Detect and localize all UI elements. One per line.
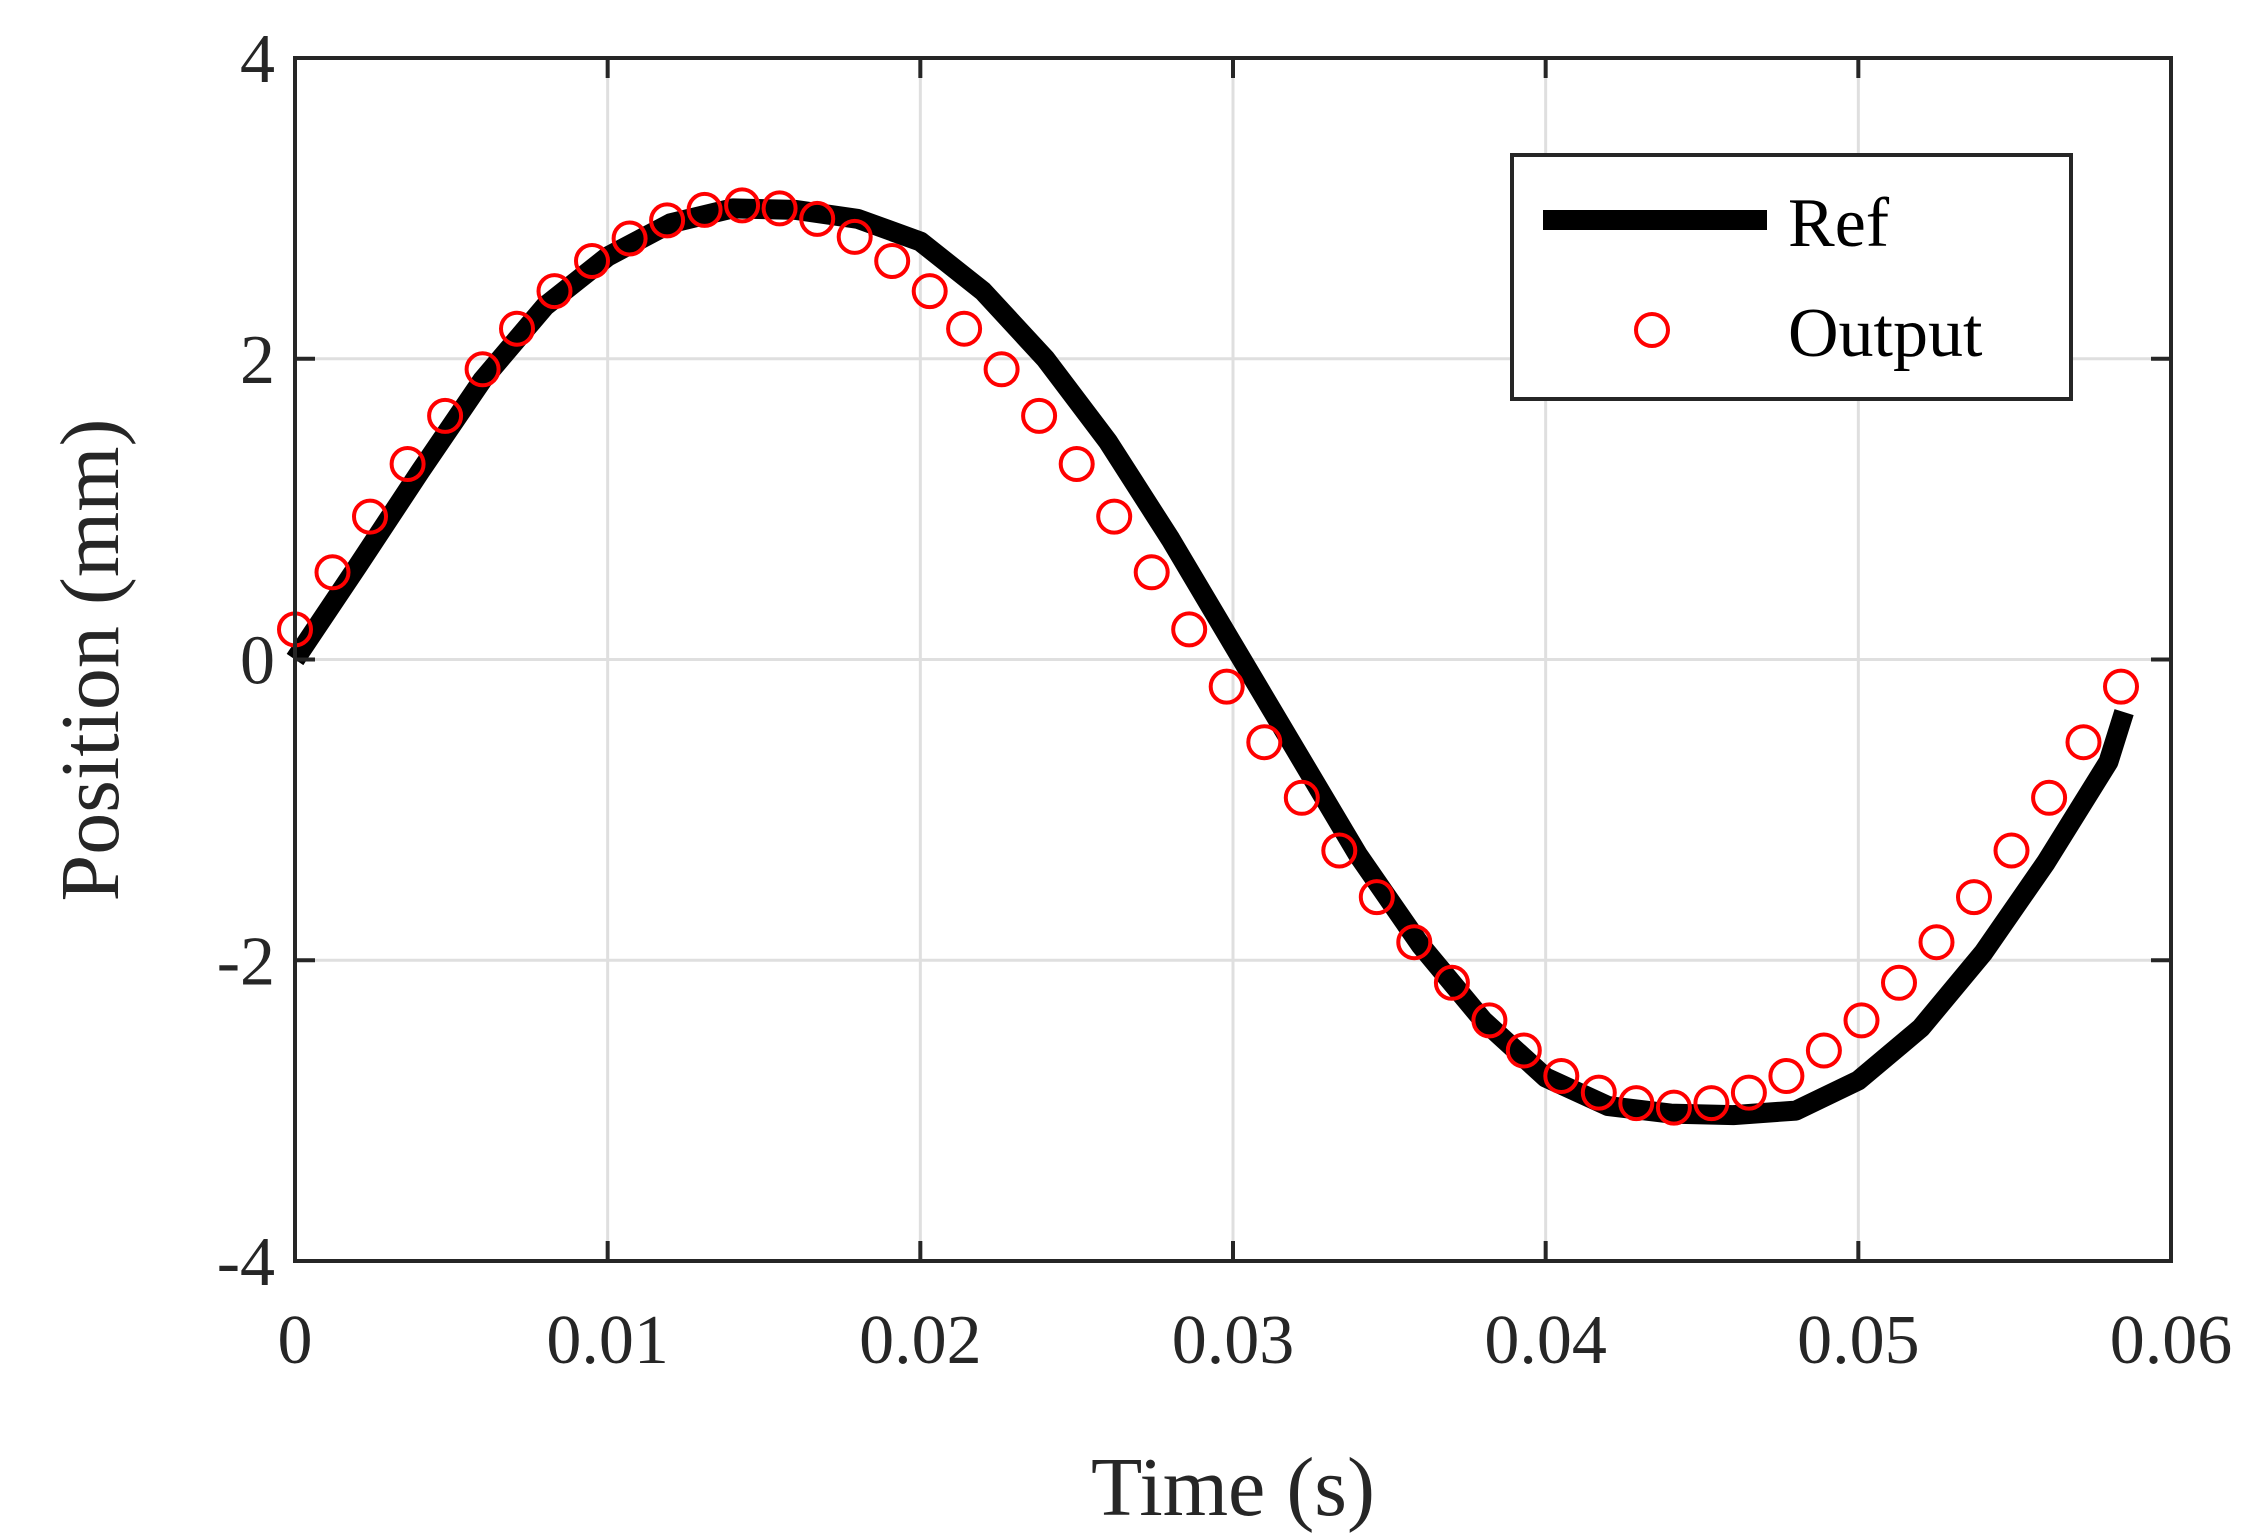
series-output-point [1843, 1002, 1880, 1039]
series-output-point [314, 554, 351, 591]
series-output-point [1993, 832, 2030, 869]
series-output-point [1956, 879, 1992, 916]
series-output-point [536, 273, 573, 310]
series-output-point [574, 243, 610, 279]
legend-output-swatch [1634, 312, 1670, 348]
series-output-point [686, 191, 723, 228]
legend-box [1510, 153, 2073, 401]
x-tick-label: 0.02 [859, 1302, 982, 1379]
series-output-point [1580, 1074, 1617, 1111]
series-output-point [1021, 397, 1058, 434]
legend-output-label: Output [1788, 295, 1983, 372]
series-output-point [1730, 1074, 1767, 1111]
x-tick-label: 0.06 [2110, 1302, 2233, 1379]
series-output-point [1693, 1085, 1730, 1122]
series-output-point [611, 220, 648, 257]
series-output-point [499, 310, 535, 347]
legend: Ref Output [1510, 153, 2073, 401]
y-tick-label: -4 [217, 1224, 275, 1301]
tick-labels: 0 0.01 0.02 0.03 0.04 0.05 0.06 4 2 0 -2 -4 [217, 21, 2233, 1379]
ticks [293, 56, 2173, 1263]
series-output-point [1246, 724, 1283, 761]
series-output-point [2103, 668, 2139, 705]
series-output-point [1881, 964, 1917, 1001]
x-tick-label: 0.01 [546, 1302, 669, 1379]
series-output-point [1133, 554, 1170, 591]
series-output-point [1918, 924, 1955, 961]
series-output-point [799, 200, 836, 237]
series-output-point [352, 498, 388, 535]
x-axis-title: Time (s) [1091, 1441, 1375, 1534]
series-output-point [1058, 446, 1095, 482]
series-output-point [1358, 879, 1395, 916]
y-axis-title: Position (mm) [44, 418, 137, 901]
series-output-point [427, 397, 464, 434]
series-output-point [2031, 779, 2068, 816]
legend-ref-label: Ref [1788, 185, 1890, 262]
series-output-point [911, 273, 948, 310]
series-output-point [1655, 1089, 1692, 1126]
series-output-point [946, 310, 983, 347]
series-output-point [761, 190, 798, 227]
x-tick-label: 0.04 [1484, 1302, 1607, 1379]
series-output-point [724, 187, 761, 224]
series-output-point [1505, 1032, 1542, 1069]
y-tick-label: 0 [240, 623, 275, 700]
y-tick-label: 2 [240, 322, 275, 399]
series-output-point [2065, 724, 2102, 761]
series-output-point [464, 351, 501, 388]
series-output-point [1618, 1085, 1655, 1122]
series-layer [277, 187, 2139, 1126]
series-output-point [389, 446, 426, 482]
series-output-point [1768, 1058, 1805, 1094]
series-output-point [1283, 779, 1320, 816]
series-output-point [1433, 964, 1470, 1001]
series-output-point [1396, 924, 1433, 961]
series-output-point [983, 351, 1020, 388]
series-output-point [1471, 1002, 1508, 1039]
series-output-point [1543, 1058, 1580, 1094]
x-tick-label: 0 [278, 1302, 313, 1379]
series-output-point [1096, 498, 1133, 535]
series-output-point [1171, 611, 1208, 648]
series-output-point [1208, 668, 1245, 705]
series-output-point [1321, 832, 1358, 869]
y-tick-label: -2 [217, 923, 275, 1000]
series-output-point [1805, 1032, 1842, 1069]
series-output-point [874, 243, 911, 279]
series-output-point [649, 202, 686, 239]
series-output-point [836, 218, 873, 255]
x-tick-label: 0.05 [1797, 1302, 1920, 1379]
x-tick-label: 0.03 [1172, 1302, 1295, 1379]
y-tick-label: 4 [240, 21, 275, 98]
